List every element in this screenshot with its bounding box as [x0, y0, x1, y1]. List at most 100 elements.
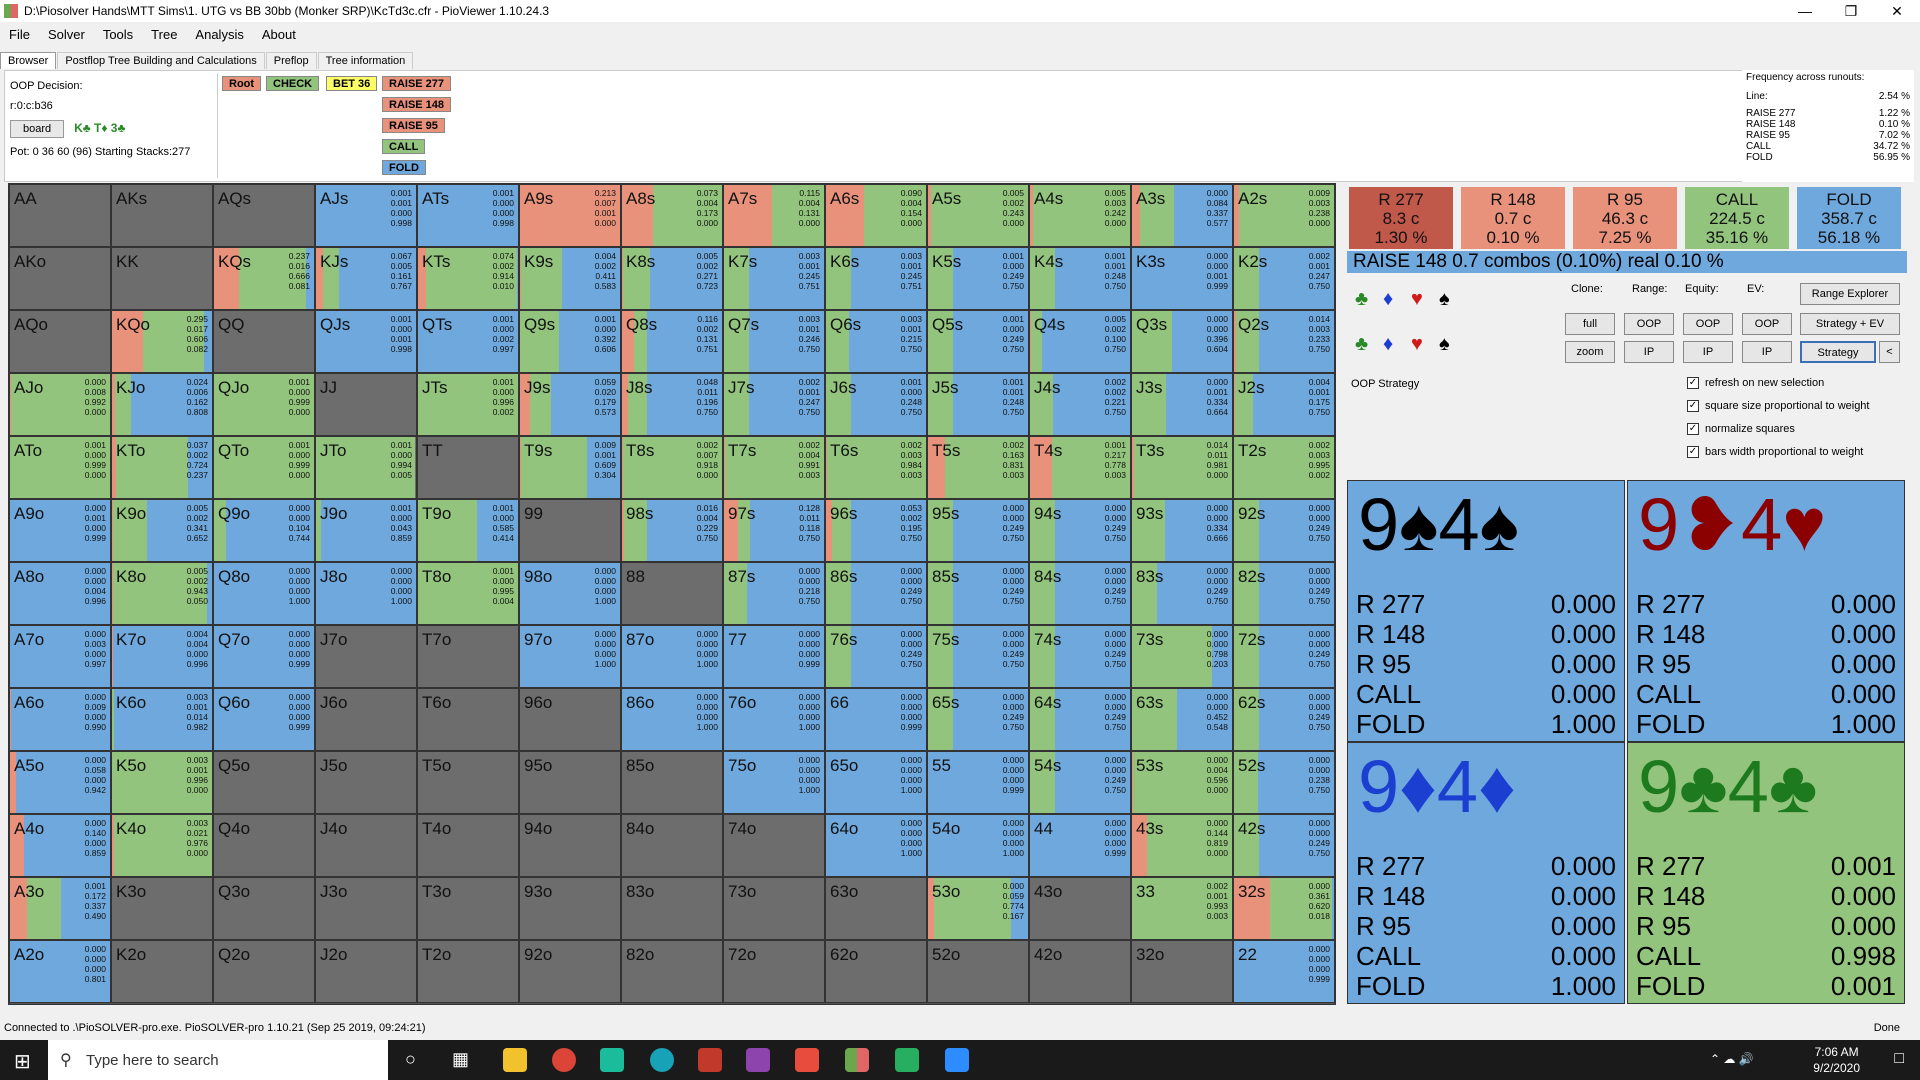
- zoom-button[interactable]: zoom: [1565, 341, 1615, 363]
- diamond-icon[interactable]: ♦: [1383, 333, 1394, 355]
- hand-cell-Q3s[interactable]: 0.000 0.000 0.396 0.604 Q3s: [1131, 310, 1233, 373]
- hand-cell-J9s[interactable]: 0.059 0.020 0.179 0.573 J9s: [519, 373, 621, 436]
- hand-cell-QTo[interactable]: 0.001 0.000 0.999 0.000 QTo: [213, 436, 315, 499]
- hand-cell-62s[interactable]: 0.000 0.000 0.249 0.750 62s: [1233, 688, 1335, 751]
- hand-cell-TT[interactable]: TT: [417, 436, 519, 499]
- hand-cell-94o[interactable]: 94o: [519, 814, 621, 877]
- hand-cell-75o[interactable]: 0.000 0.000 0.000 1.000 75o: [723, 751, 825, 814]
- strategy-button[interactable]: Strategy: [1800, 341, 1876, 363]
- hand-cell-A8o[interactable]: 0.000 0.000 0.004 0.996 A8o: [9, 562, 111, 625]
- hand-cell-K5o[interactable]: 0.003 0.001 0.996 0.000 K5o: [111, 751, 213, 814]
- tab-tree-information[interactable]: Tree information: [317, 52, 414, 69]
- hand-cell-Q2s[interactable]: 0.014 0.003 0.233 0.750 Q2s: [1233, 310, 1335, 373]
- action-raise-277[interactable]: RAISE 277: [382, 76, 452, 91]
- hand-cell-92o[interactable]: 92o: [519, 940, 621, 1003]
- hand-cell-53o[interactable]: 0.000 0.059 0.774 0.167 53o: [927, 877, 1029, 940]
- summary-fold[interactable]: FOLD 358.7 c 56.18 %: [1797, 187, 1901, 249]
- refresh-checkbox[interactable]: ✓ refresh on new selection: [1687, 377, 1825, 389]
- hand-cell-J8s[interactable]: 0.048 0.011 0.196 0.750 J8s: [621, 373, 723, 436]
- hand-cell-K9o[interactable]: 0.005 0.002 0.341 0.652 K9o: [111, 499, 213, 562]
- tab-postflop-tree[interactable]: Postflop Tree Building and Calculations: [57, 52, 265, 69]
- summary-call[interactable]: CALL 224.5 c 35.16 %: [1685, 187, 1789, 249]
- hand-cell-K4o[interactable]: 0.003 0.021 0.976 0.000 K4o: [111, 814, 213, 877]
- hand-cell-K8s[interactable]: 0.005 0.002 0.271 0.723 K8s: [621, 247, 723, 310]
- app-icon[interactable]: [600, 1048, 624, 1072]
- hand-cell-83s[interactable]: 0.000 0.000 0.249 0.750 83s: [1131, 562, 1233, 625]
- hand-cell-77[interactable]: 0.000 0.000 0.000 0.999 77: [723, 625, 825, 688]
- club-icon[interactable]: ♣: [1355, 288, 1369, 310]
- hand-cell-KK[interactable]: KK: [111, 247, 213, 310]
- hand-cell-JTo[interactable]: 0.001 0.000 0.994 0.005 JTo: [315, 436, 417, 499]
- hand-cell-76s[interactable]: 0.000 0.000 0.249 0.750 76s: [825, 625, 927, 688]
- hand-cell-64s[interactable]: 0.000 0.000 0.249 0.750 64s: [1029, 688, 1131, 751]
- hand-cell-Q8o[interactable]: 0.000 0.000 0.000 1.000 Q8o: [213, 562, 315, 625]
- hand-cell-82o[interactable]: 82o: [621, 940, 723, 1003]
- zoom-icon[interactable]: [945, 1048, 969, 1072]
- hand-cell-T2o[interactable]: T2o: [417, 940, 519, 1003]
- hand-cell-63o[interactable]: 63o: [825, 877, 927, 940]
- hand-cell-K7o[interactable]: 0.004 0.004 0.000 0.996 K7o: [111, 625, 213, 688]
- clock[interactable]: 7:06 AM 9/2/2020: [1813, 1045, 1860, 1075]
- hand-cell-96s[interactable]: 0.053 0.002 0.195 0.750 96s: [825, 499, 927, 562]
- hand-cell-QJo[interactable]: 0.001 0.000 0.999 0.000 QJo: [213, 373, 315, 436]
- hand-cell-Q3o[interactable]: Q3o: [213, 877, 315, 940]
- hand-cell-99[interactable]: 99: [519, 499, 621, 562]
- hand-cell-K3s[interactable]: 0.000 0.000 0.001 0.999 K3s: [1131, 247, 1233, 310]
- app-icon[interactable]: [698, 1048, 722, 1072]
- hand-cell-43s[interactable]: 0.000 0.144 0.819 0.000 43s: [1131, 814, 1233, 877]
- action-root[interactable]: Root: [222, 76, 262, 91]
- spade-icon[interactable]: ♠: [1439, 333, 1450, 355]
- hand-cell-82s[interactable]: 0.000 0.000 0.249 0.750 82s: [1233, 562, 1335, 625]
- hand-cell-K9s[interactable]: 0.004 0.002 0.411 0.583 K9s: [519, 247, 621, 310]
- menu-tools[interactable]: Tools: [102, 26, 134, 42]
- tab-preflop[interactable]: Preflop: [265, 52, 317, 69]
- action-call[interactable]: CALL: [382, 139, 426, 154]
- cortana-icon[interactable]: ○: [405, 1049, 416, 1069]
- hand-cell-85s[interactable]: 0.000 0.000 0.249 0.750 85s: [927, 562, 1029, 625]
- task-view-icon[interactable]: ▦: [452, 1049, 470, 1069]
- chrome-icon[interactable]: [552, 1048, 576, 1072]
- hand-cell-87o[interactable]: 0.000 0.000 0.000 1.000 87o: [621, 625, 723, 688]
- hand-cell-ATo[interactable]: 0.001 0.000 0.999 0.000 ATo: [9, 436, 111, 499]
- hand-cell-KTs[interactable]: 0.074 0.002 0.914 0.010 KTs: [417, 247, 519, 310]
- notification-icon[interactable]: □: [1894, 1050, 1904, 1067]
- hand-cell-K2s[interactable]: 0.002 0.001 0.247 0.750 K2s: [1233, 247, 1335, 310]
- ev-ip-button[interactable]: IP: [1742, 341, 1792, 363]
- hand-cell-A2s[interactable]: 0.009 0.003 0.238 0.000 A2s: [1233, 184, 1335, 247]
- hand-cell-J5s[interactable]: 0.001 0.001 0.248 0.750 J5s: [927, 373, 1029, 436]
- hand-cell-J3s[interactable]: 0.000 0.001 0.334 0.664 J3s: [1131, 373, 1233, 436]
- ev-oop-button[interactable]: OOP: [1742, 313, 1792, 335]
- hand-cell-83o[interactable]: 83o: [621, 877, 723, 940]
- heart-icon[interactable]: ♥: [1411, 333, 1423, 355]
- hand-cell-86s[interactable]: 0.000 0.000 0.249 0.750 86s: [825, 562, 927, 625]
- hand-cell-J2o[interactable]: J2o: [315, 940, 417, 1003]
- hand-cell-A4s[interactable]: 0.005 0.003 0.242 0.000 A4s: [1029, 184, 1131, 247]
- hand-cell-JJ[interactable]: JJ: [315, 373, 417, 436]
- bar-width-checkbox[interactable]: ✓ bars width proportional to weight: [1687, 446, 1864, 458]
- minimize-icon[interactable]: —: [1798, 3, 1812, 19]
- hand-cell-95s[interactable]: 0.000 0.000 0.249 0.750 95s: [927, 499, 1029, 562]
- windows-start-icon[interactable]: ⊞: [14, 1051, 31, 1073]
- hand-cell-87s[interactable]: 0.000 0.000 0.218 0.750 87s: [723, 562, 825, 625]
- menu-file[interactable]: File: [9, 26, 30, 42]
- hand-cell-33[interactable]: 0.002 0.001 0.993 0.003 33: [1131, 877, 1233, 940]
- pioviewer-icon[interactable]: [845, 1048, 869, 1072]
- hand-cell-AJs[interactable]: 0.001 0.001 0.000 0.998 AJs: [315, 184, 417, 247]
- hand-cell-Q9s[interactable]: 0.001 0.000 0.392 0.606 Q9s: [519, 310, 621, 373]
- hand-cell-T3o[interactable]: T3o: [417, 877, 519, 940]
- hand-cell-Q8s[interactable]: 0.116 0.002 0.131 0.751 Q8s: [621, 310, 723, 373]
- hand-cell-T5s[interactable]: 0.002 0.163 0.831 0.003 T5s: [927, 436, 1029, 499]
- hand-cell-T3s[interactable]: 0.014 0.011 0.981 0.000 T3s: [1131, 436, 1233, 499]
- hand-cell-62o[interactable]: 62o: [825, 940, 927, 1003]
- menu-analysis[interactable]: Analysis: [195, 26, 244, 42]
- hand-cell-T4s[interactable]: 0.001 0.217 0.778 0.003 T4s: [1029, 436, 1131, 499]
- hand-combo-9s4s[interactable]: 9♠4♠ R 277 0.000 R 148 0.000 R 95 0.000 CAL…: [1347, 480, 1625, 742]
- hand-cell-K2o[interactable]: K2o: [111, 940, 213, 1003]
- hand-cell-QTs[interactable]: 0.001 0.000 0.002 0.997 QTs: [417, 310, 519, 373]
- hand-cell-A9s[interactable]: 0.213 0.007 0.001 0.000 A9s: [519, 184, 621, 247]
- hand-cell-93o[interactable]: 93o: [519, 877, 621, 940]
- hand-cell-76o[interactable]: 0.000 0.000 0.000 1.000 76o: [723, 688, 825, 751]
- hand-cell-K4s[interactable]: 0.001 0.001 0.248 0.750 K4s: [1029, 247, 1131, 310]
- hand-cell-96o[interactable]: 96o: [519, 688, 621, 751]
- hand-cell-T7s[interactable]: 0.002 0.004 0.991 0.003 T7s: [723, 436, 825, 499]
